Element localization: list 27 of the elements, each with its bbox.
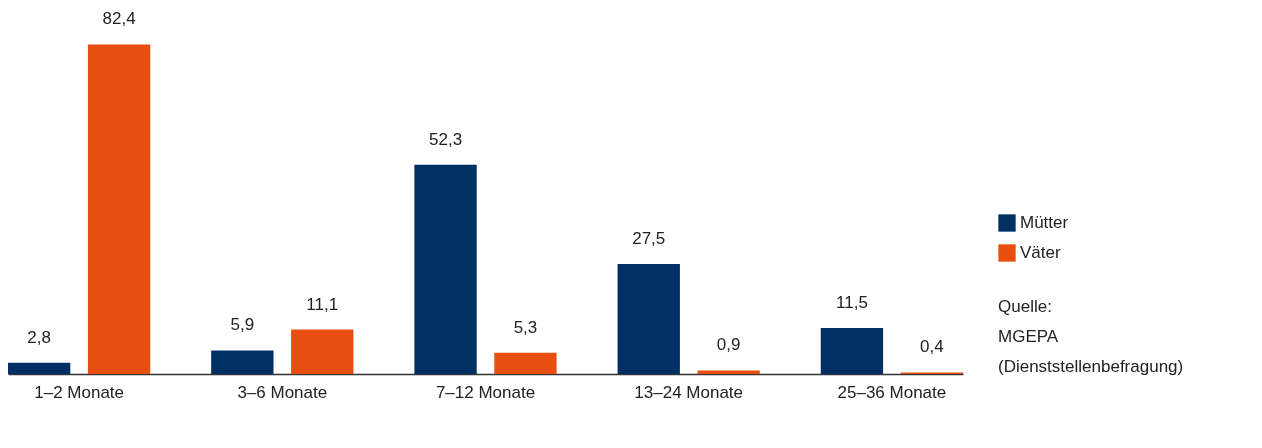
bar [820, 328, 884, 374]
data-label: 11,1 [306, 294, 339, 314]
data-label: 5,9 [230, 315, 255, 335]
x-tick-label: 25–36 Monate [837, 382, 947, 402]
data-label: 27,5 [632, 229, 666, 248]
x-tick-label: 7–12 Monate [435, 382, 536, 402]
bar [617, 264, 680, 374]
data-label: 0,4 [920, 337, 944, 357]
legend-label: Mütter [1020, 213, 1069, 232]
data-label: 52,3 [429, 129, 463, 149]
bar [697, 370, 760, 374]
data-label: 0,9 [716, 335, 741, 355]
source-note: Quelle: MGEPA (Dienststellenbefragung) [998, 297, 1184, 376]
data-label: 82,4 [102, 9, 136, 29]
legend-label: Väter [1020, 243, 1061, 262]
x-tick-label: 1–2 Monate [34, 382, 125, 402]
x-tick-label: 13–24 Monate [634, 382, 744, 402]
bar [414, 164, 477, 374]
x-tick-label: 3–6 Monate [237, 382, 328, 402]
data-label: 2,8 [27, 327, 51, 347]
data-label: 5,3 [513, 317, 538, 337]
bar [8, 362, 71, 374]
data-label: 11,5 [836, 293, 868, 312]
bar [291, 329, 354, 374]
bar [211, 350, 274, 374]
bar [87, 44, 151, 374]
bar [494, 352, 557, 374]
